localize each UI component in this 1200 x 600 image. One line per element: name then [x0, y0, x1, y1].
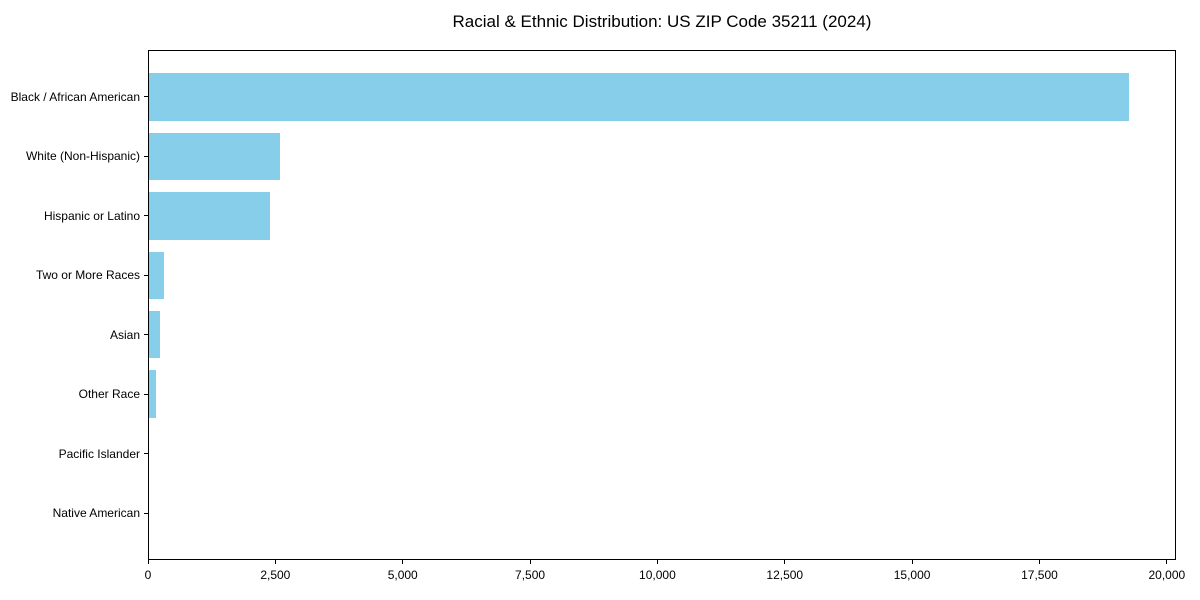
- x-tick-label: 17,500: [1021, 568, 1058, 582]
- x-tick-mark: [911, 560, 913, 564]
- x-tick-mark: [784, 560, 786, 564]
- x-tick-mark: [1166, 560, 1168, 564]
- y-tick-mark: [144, 334, 148, 336]
- x-tick-mark: [656, 560, 658, 564]
- category-label: Native American: [52, 506, 140, 521]
- x-tick-label: 2,500: [260, 568, 291, 582]
- x-tick-label: 7,500: [515, 568, 546, 582]
- x-tick-mark: [147, 560, 149, 564]
- y-tick-mark: [144, 274, 148, 276]
- x-tick-label: 10,000: [639, 568, 676, 582]
- x-tick-mark: [274, 560, 276, 564]
- chart-bar: [148, 192, 270, 240]
- y-tick-mark: [144, 155, 148, 157]
- category-label: Hispanic or Latino: [43, 208, 140, 223]
- x-tick-label: 0: [144, 568, 152, 582]
- chart-bar: [148, 73, 1129, 121]
- x-tick-label: 12,500: [766, 568, 804, 582]
- x-tick-label: 5,000: [387, 568, 418, 582]
- chart-title: Racial & Ethnic Distribution: US ZIP Cod…: [452, 12, 872, 31]
- y-tick-mark: [144, 215, 148, 217]
- chart-bar: [148, 370, 156, 418]
- y-tick-mark: [144, 453, 148, 455]
- x-tick-mark: [529, 560, 531, 564]
- category-label: Other Race: [78, 387, 140, 402]
- y-tick-mark: [144, 96, 148, 98]
- x-tick-label: 20,000: [1148, 568, 1186, 582]
- chart-bar: [148, 310, 161, 359]
- chart-bar: [148, 251, 165, 300]
- x-tick-label: 15,000: [893, 568, 931, 582]
- plot-area-frame: [148, 50, 1176, 560]
- x-tick-mark: [1038, 560, 1040, 564]
- y-tick-mark: [144, 393, 148, 395]
- category-label: Two or More Races: [35, 268, 140, 283]
- category-label: Pacific Islander: [58, 446, 140, 461]
- category-label: Asian: [109, 327, 140, 342]
- chart-bar: [148, 132, 280, 181]
- x-tick-mark: [402, 560, 404, 564]
- category-label: White (Non-Hispanic): [25, 149, 140, 164]
- category-label: Black / African American: [10, 89, 140, 104]
- y-tick-mark: [144, 512, 148, 514]
